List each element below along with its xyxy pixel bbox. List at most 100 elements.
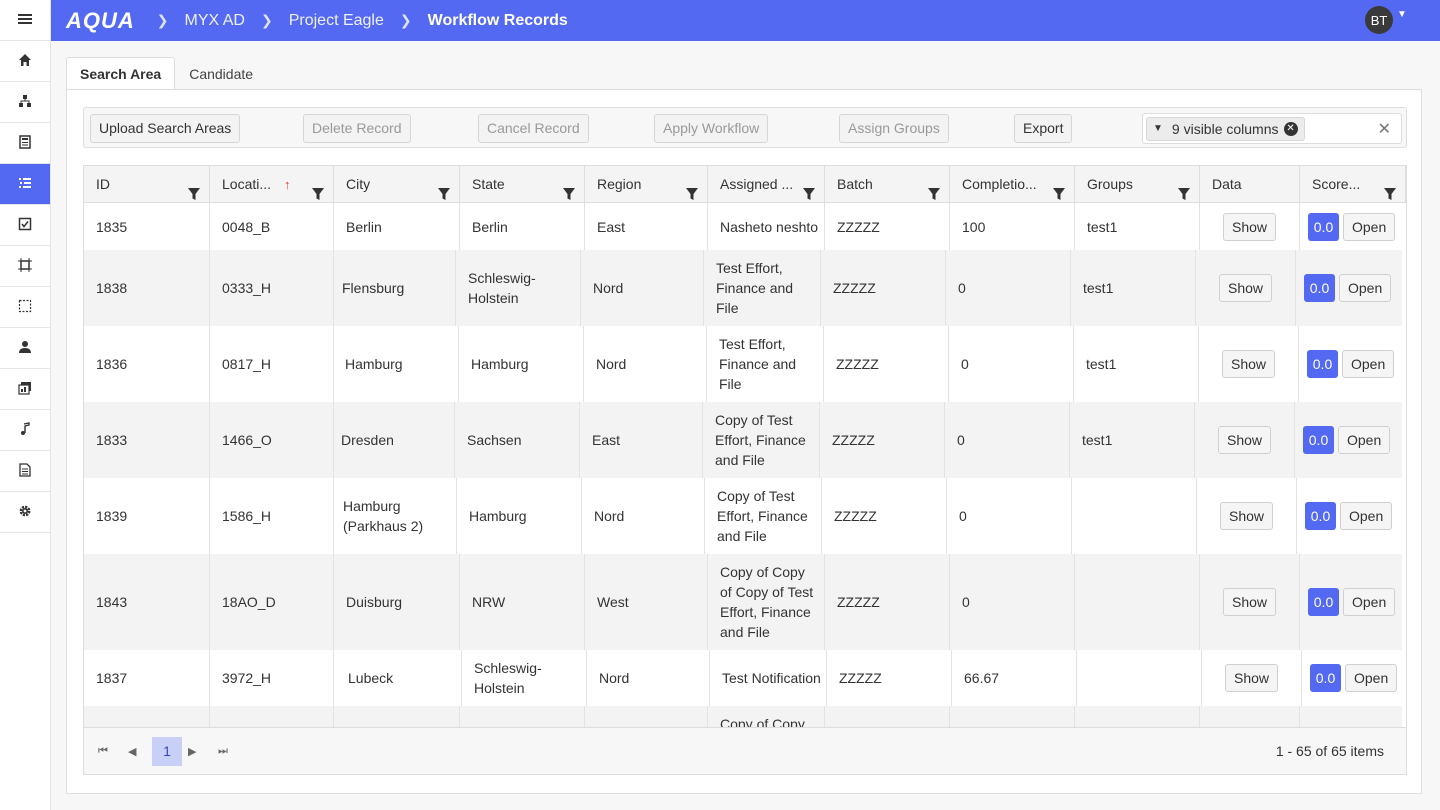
sidebar-item-list[interactable] <box>0 164 50 205</box>
open-button[interactable]: Open <box>1340 502 1393 530</box>
cell-score: 0.0 Open <box>1300 554 1406 650</box>
sidebar-item-menu[interactable] <box>0 0 50 41</box>
prev-page-icon[interactable]: ◀ <box>128 746 137 758</box>
filter-icon[interactable] <box>685 178 699 200</box>
cell-batch: ZZZZZ <box>825 203 950 250</box>
tab-search-area[interactable]: Search Area <box>66 57 176 90</box>
avatar[interactable]: BT <box>1365 6 1393 34</box>
cell-text: 0048_B <box>222 218 271 235</box>
open-button[interactable]: Open <box>1338 426 1391 454</box>
cell-completion: 0 <box>949 326 1074 402</box>
upload-search-areas-button[interactable]: Upload Search Areas <box>90 114 241 143</box>
filter-icon[interactable] <box>802 178 816 200</box>
score-badge[interactable]: 0.0 <box>1310 664 1341 692</box>
table-row[interactable]: 1837 3972_H Lubeck Schleswig-Holstein Nord Te… <box>84 650 1402 706</box>
score-badge[interactable]: 0.0 <box>1308 212 1339 241</box>
sidebar-item-document[interactable] <box>0 451 50 492</box>
open-button[interactable]: Open <box>1342 350 1395 378</box>
last-page-icon[interactable]: ⏭ <box>218 745 228 757</box>
column-header[interactable]: Score... <box>1300 166 1406 203</box>
table-row[interactable]: 1836 0817_H Hamburg Hamburg Nord Test Effort,… <box>84 326 1402 402</box>
apply-workflow-button[interactable]: Apply Workflow <box>654 114 769 143</box>
sidebar-item-frame[interactable] <box>0 246 50 287</box>
breadcrumb-myx-ad[interactable]: MYX AD <box>184 11 245 29</box>
tab-candidate[interactable]: Candidate <box>189 66 254 82</box>
sidebar-item-selection[interactable] <box>0 287 50 328</box>
first-page-icon[interactable]: ⏮ <box>98 745 108 757</box>
filter-icon[interactable] <box>1177 178 1191 200</box>
filter-icon[interactable] <box>562 178 576 200</box>
column-header[interactable]: Locati... ↑ <box>210 166 334 203</box>
caret-down-icon[interactable]: ▼ <box>1397 9 1407 20</box>
score-badge[interactable]: 0.0 <box>1305 502 1336 530</box>
show-data-button[interactable]: Show <box>1218 274 1273 302</box>
score-badge[interactable]: 0.0 <box>1307 350 1338 378</box>
show-data-button[interactable]: Show <box>1221 350 1276 378</box>
cell-text: test1 <box>1082 432 1113 448</box>
cell-text: Test Effort, Finance and File <box>716 260 794 316</box>
cell-text: test1 <box>1083 280 1114 296</box>
open-button[interactable]: Open <box>1345 664 1398 692</box>
delete-record-button[interactable]: Delete Record <box>303 114 411 143</box>
assign-groups-button[interactable]: Assign Groups <box>839 114 949 143</box>
table-row[interactable]: 1838 0333_H Flensburg Schleswig-Holstein Nor… <box>84 250 1402 326</box>
export-button[interactable]: Export <box>1014 114 1073 143</box>
column-header[interactable]: Completio... <box>950 166 1075 203</box>
sidebar-item-hierarchy[interactable] <box>0 82 50 123</box>
sidebar-item-favorites[interactable] <box>0 769 50 810</box>
gear-icon <box>18 504 32 521</box>
table-row[interactable]: 1839 1586_H Hamburg (Parkhaus 2) Hamburg Nor… <box>84 478 1402 554</box>
next-page-icon[interactable]: ▶ <box>188 746 197 758</box>
column-header[interactable]: Groups <box>1075 166 1200 203</box>
show-data-button[interactable]: Show <box>1222 212 1277 241</box>
sidebar-item-stack[interactable] <box>0 369 50 410</box>
sidebar-item-user[interactable] <box>0 328 50 369</box>
visible-columns-chip[interactable]: ▼ 9 visible columns ✕ <box>1146 117 1305 141</box>
show-data-button[interactable]: Show <box>1222 588 1277 616</box>
open-button[interactable]: Open <box>1343 212 1396 241</box>
page-number-button[interactable]: 1 <box>152 737 182 766</box>
calculator-icon <box>18 134 32 152</box>
filter-icon[interactable] <box>311 178 325 200</box>
table-row[interactable]: Copy of Copy <box>84 706 1402 727</box>
remove-chip-icon[interactable]: ✕ <box>1283 122 1298 136</box>
clear-icon[interactable]: ✕ <box>1377 121 1391 138</box>
breadcrumb-project-eagle[interactable]: Project Eagle <box>288 11 384 29</box>
visible-columns-select[interactable]: ▼ 9 visible columns ✕ ✕ <box>1142 113 1402 144</box>
filter-icon[interactable] <box>187 178 201 200</box>
sidebar-item-home[interactable] <box>0 41 50 82</box>
cell-data: Show <box>1200 203 1300 250</box>
score-badge[interactable]: 0.0 <box>1308 588 1339 616</box>
sidebar-item-music-note[interactable] <box>0 410 50 451</box>
column-header[interactable]: Batch <box>825 166 950 203</box>
table-row[interactable]: 1833 1466_O Dresden Sachsen East Copy of Test… <box>84 402 1402 478</box>
cell-groups <box>1077 650 1202 706</box>
score-badge[interactable]: 0.0 <box>1304 274 1335 302</box>
column-header[interactable]: Assigned ... <box>708 166 825 203</box>
score-badge[interactable]: 0.0 <box>1303 426 1334 454</box>
cell-state: Berlin <box>460 203 585 250</box>
filter-icon[interactable] <box>1052 178 1066 200</box>
filter-icon[interactable] <box>437 178 451 200</box>
cell-state: Hamburg <box>457 478 582 554</box>
table-row[interactable]: 1843 18AO_D Duisburg NRW West Copy of Copy of… <box>84 554 1402 650</box>
show-data-button[interactable]: Show <box>1219 502 1274 530</box>
show-data-button[interactable]: Show <box>1224 664 1279 692</box>
cancel-record-button[interactable]: Cancel Record <box>478 114 589 143</box>
table-row[interactable]: 1835 0048_B Berlin Berlin East Nasheto neshto… <box>84 203 1402 250</box>
column-header[interactable]: City <box>334 166 460 203</box>
column-header[interactable]: Region <box>585 166 708 203</box>
column-header[interactable]: Data <box>1200 166 1300 203</box>
open-button[interactable]: Open <box>1343 588 1396 616</box>
column-header[interactable]: State <box>460 166 585 203</box>
sidebar-item-checkbox[interactable] <box>0 205 50 246</box>
column-header[interactable]: ID <box>84 166 210 203</box>
filter-icon[interactable] <box>1383 178 1397 200</box>
sidebar-item-calculator[interactable] <box>0 123 50 164</box>
cell-text: Flensburg <box>342 280 405 296</box>
open-button[interactable]: Open <box>1339 274 1392 302</box>
show-data-button[interactable]: Show <box>1217 426 1272 454</box>
grid-toolbar: Upload Search Areas Delete Record Cancel… <box>83 107 1407 148</box>
filter-icon[interactable] <box>927 178 941 200</box>
sidebar-item-gear[interactable] <box>0 492 50 533</box>
